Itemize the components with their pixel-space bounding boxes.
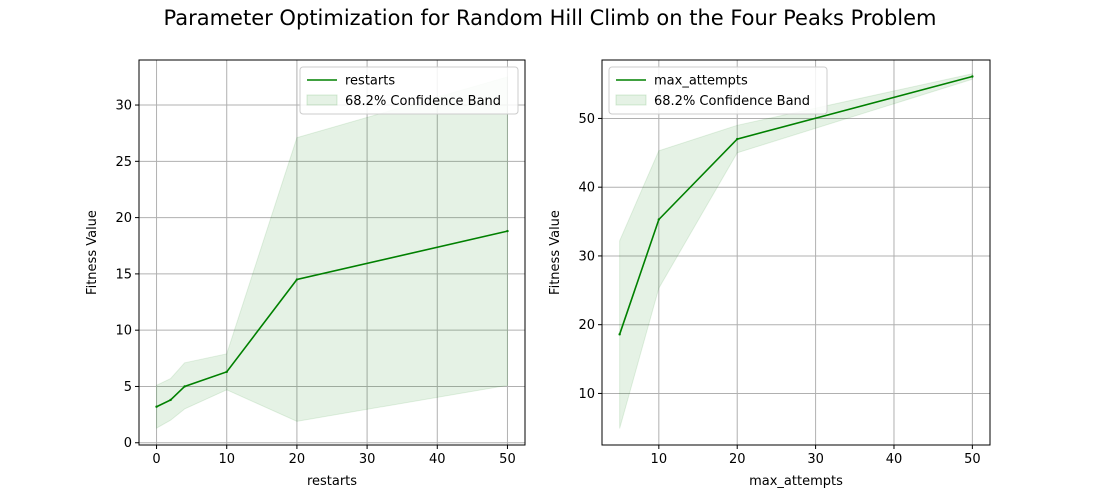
legend: max_attempts 68.2% Confidence Band [608,66,828,115]
legend-box [299,66,519,115]
x-tick-label: 20 [289,452,306,467]
legend-entry-series: max_attempts [654,74,748,89]
x-tick-label: 0 [152,452,160,467]
y-axis-label: Fitness Value [548,210,563,295]
x-tick-label: 30 [359,452,376,467]
legend-band-swatch [615,94,647,106]
y-tick-label: 40 [578,181,595,196]
subplot-2: 10 20 30 40 50 10 20 30 40 50 max_attempts Fitness … [548,59,991,489]
y-tick-label: 20 [578,318,595,333]
data-point [155,405,158,408]
data-point [657,218,661,221]
data-point [183,385,186,388]
legend-entry-band: 68.2% Confidence Band [654,94,810,109]
y-tick-label: 20 [115,211,132,226]
axes-frame [601,59,991,446]
x-tick-label: 20 [729,452,746,467]
y-tick-label: 25 [115,155,132,170]
x-tick-label: 50 [964,452,981,467]
data-point [506,229,509,233]
y-tick-label: 5 [124,380,132,395]
y-tick-label: 10 [115,324,132,339]
series-line [618,75,973,335]
x-tick-label: 40 [429,452,446,467]
legend-box [608,66,828,115]
x-tick-label: 10 [218,452,235,467]
data-point [295,278,299,281]
y-tick-label: 10 [578,387,595,402]
confidence-band [156,76,508,429]
confidence-band [619,73,973,429]
data-point [736,137,739,141]
y-tick-label: 15 [115,267,132,282]
data-point [971,75,974,78]
data-point [618,333,621,336]
legend: restarts 68.2% Confidence Band [299,66,519,115]
y-tick-label: 30 [578,249,595,264]
x-axis-label: restarts [307,474,357,489]
series-line [156,230,508,408]
x-tick-label: 10 [651,452,668,467]
legend-entry-band: 68.2% Confidence Band [345,94,501,109]
y-axis-label: Fitness Value [85,210,100,295]
y-tick-label: 50 [578,112,595,127]
data-point [169,398,172,402]
y-tick-label: 30 [115,99,132,114]
x-tick-label: 40 [886,452,903,467]
y-tick-label: 0 [124,436,132,451]
axes-frame [138,59,526,446]
legend-entry-series: restarts [345,74,395,89]
figure-title: Parameter Optimization for Random Hill C… [163,6,937,30]
x-axis-label: max_attempts [749,474,843,489]
legend-band-swatch [306,94,338,106]
data-point [225,370,228,374]
x-tick-label: 50 [499,452,516,467]
x-tick-label: 30 [807,452,824,467]
